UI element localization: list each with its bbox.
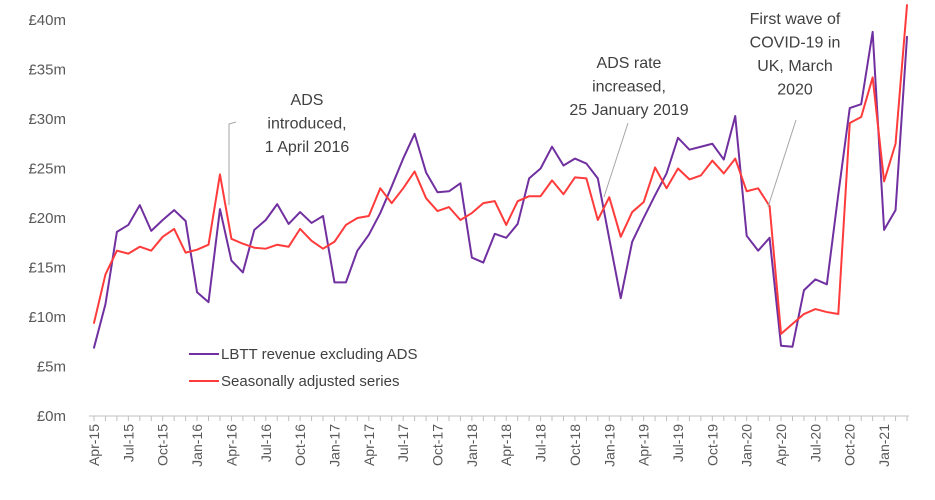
x-tick-label: Oct-16 [292, 424, 308, 466]
x-tick-label: Jul-20 [807, 424, 823, 462]
annotation-text: UK, March [757, 58, 833, 75]
x-tick-label: Jan-17 [326, 424, 342, 467]
x-tick-label: Apr-19 [636, 424, 652, 466]
annotation-text: 2020 [777, 82, 813, 99]
y-tick-label: £0m [37, 408, 66, 425]
x-tick-label: Jul-15 [120, 424, 136, 462]
y-tick-label: £30m [28, 111, 66, 128]
annotation-text: COVID-19 in [750, 35, 841, 52]
y-tick-label: £40m [28, 12, 66, 29]
annotation-text: ADS rate [597, 55, 662, 72]
x-tick-label: Jul-17 [395, 424, 411, 462]
x-tick-label: Oct-17 [430, 424, 446, 466]
x-tick-label: Jan-19 [601, 424, 617, 467]
y-tick-label: £5m [37, 359, 66, 376]
x-tick-label: Apr-20 [773, 424, 789, 466]
series-line-seasonally-adjusted [93, 4, 908, 335]
x-tick-label: Oct-18 [567, 424, 583, 466]
y-tick-label: £35m [28, 62, 66, 79]
y-tick-label: £25m [28, 161, 66, 178]
series-line-lbtt-excluding-ads [93, 30, 908, 349]
x-tick-label: Jan-21 [876, 424, 892, 467]
x-tick-label: Apr-15 [86, 424, 102, 466]
y-tick-label: £10m [28, 309, 66, 326]
legend-label: Seasonally adjusted series [221, 373, 399, 390]
x-tick-label: Jan-16 [189, 424, 205, 467]
annotation-text: First wave of [750, 11, 841, 28]
x-tick-label: Jan-20 [739, 424, 755, 467]
x-tick-label: Jul-18 [533, 424, 549, 462]
x-tick-label: Jul-16 [258, 424, 274, 462]
x-tick-label: Jul-19 [670, 424, 686, 462]
x-tick-label: Apr-16 [223, 424, 239, 466]
annotation-text: increased, [592, 79, 666, 96]
annotation-text: introduced, [267, 116, 346, 133]
annotation-leader-line [603, 122, 629, 198]
y-tick-label: £20m [28, 210, 66, 227]
x-tick-label: Apr-18 [498, 424, 514, 466]
annotation-text: ADS [291, 92, 324, 109]
annotation-leader-line [228, 121, 237, 205]
x-tick-label: Oct-19 [704, 424, 720, 466]
annotation-text: 1 April 2016 [265, 139, 350, 156]
x-tick-label: Oct-20 [842, 424, 858, 466]
x-tick-label: Apr-17 [361, 424, 377, 466]
y-tick-label: £15m [28, 260, 66, 277]
legend-label: LBTT revenue excluding ADS [221, 346, 418, 363]
annotation-text: 25 January 2019 [569, 102, 688, 119]
x-tick-label: Oct-15 [155, 424, 171, 466]
annotation-leader-line [767, 119, 797, 208]
x-tick-label: Jan-18 [464, 424, 480, 467]
